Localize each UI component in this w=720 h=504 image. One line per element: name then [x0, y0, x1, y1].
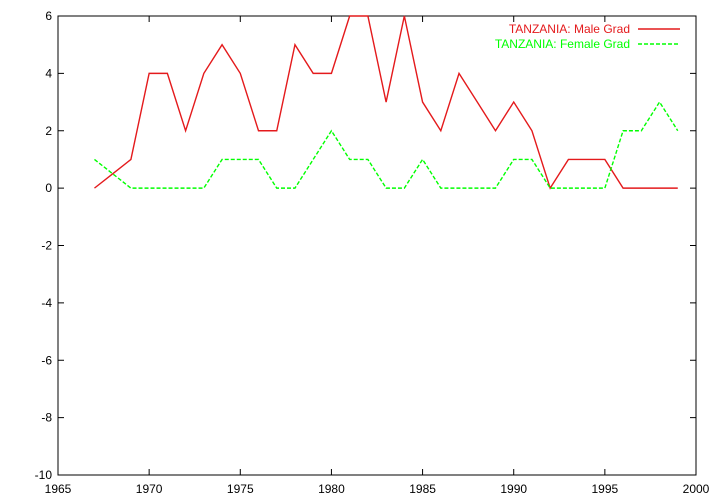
x-tick-label: 1985 — [409, 482, 436, 496]
series-line-female-grad — [94, 100, 679, 189]
x-tick-label: 1970 — [136, 482, 163, 496]
y-tick-label: -4 — [41, 296, 52, 310]
y-tick-label: 6 — [45, 9, 52, 23]
y-tick-label: -10 — [35, 468, 53, 482]
x-tick-label: 1965 — [45, 482, 72, 496]
x-tick-label: 2000 — [683, 482, 710, 496]
y-tick-label: -2 — [41, 239, 52, 253]
axis-tick-labels: -10 -8 -6 -4 -2 0 2 4 6 1965 1970 1975 1980 1985 1990 1… — [35, 9, 710, 496]
y-tick-label: -6 — [41, 353, 52, 367]
y-tick-label: 4 — [45, 66, 52, 80]
plot-frame — [57, 15, 697, 476]
series-lines — [94, 15, 679, 190]
legend-label: TANZANIA: Male Grad — [509, 22, 630, 36]
x-tick-label: 1995 — [592, 482, 619, 496]
x-tick-label: 1990 — [500, 482, 527, 496]
y-tick-label: 2 — [45, 124, 52, 138]
y-tick-label: 0 — [45, 181, 52, 195]
y-tick-label: -8 — [41, 411, 52, 425]
x-tick-label: 1975 — [227, 482, 254, 496]
series-line-male-grad — [94, 15, 678, 190]
x-tick-label: 1980 — [318, 482, 345, 496]
axis-ticks — [57, 15, 697, 476]
legend-label: TANZANIA: Female Grad — [495, 37, 630, 51]
